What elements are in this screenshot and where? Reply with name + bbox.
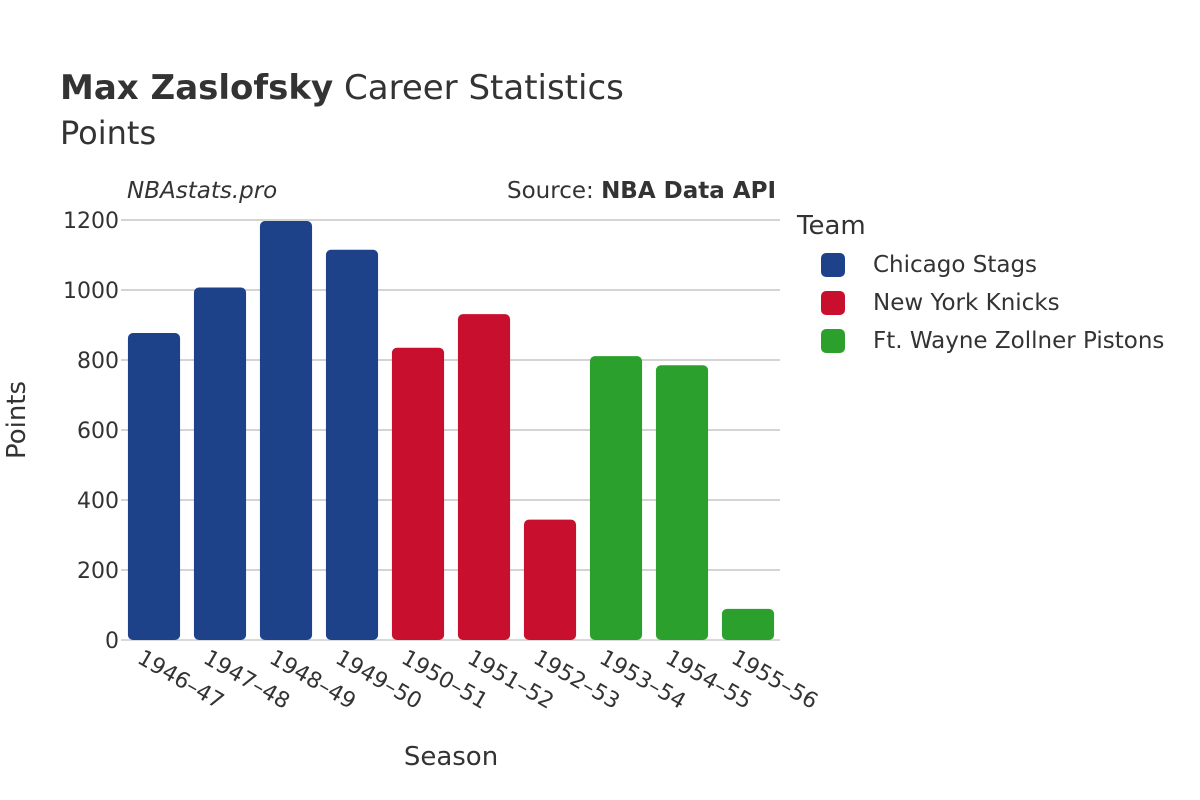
y-tick-label: 600: [77, 419, 119, 444]
legend-label: Ft. Wayne Zollner Pistons: [873, 328, 1165, 354]
bar[interactable]: [721, 608, 775, 640]
bar[interactable]: [655, 365, 709, 640]
y-tick-label: 400: [77, 489, 119, 514]
legend-item[interactable]: Chicago Stags: [797, 248, 1037, 286]
bar[interactable]: [127, 333, 181, 640]
chart-title: Max Zaslofsky Career Statistics: [60, 68, 624, 108]
source-label: Source:: [507, 178, 602, 204]
bar[interactable]: [457, 314, 511, 640]
y-axis-ticks: 0 200 400 600 800 1000 1200: [63, 209, 119, 654]
legend-label: New York Knicks: [873, 290, 1060, 316]
y-tick-label: 800: [77, 349, 119, 374]
legend-item[interactable]: Ft. Wayne Zollner Pistons: [797, 324, 1164, 362]
bar[interactable]: [523, 519, 577, 640]
source-value: NBA Data API: [601, 178, 776, 204]
bar[interactable]: [325, 249, 379, 640]
bar[interactable]: [391, 347, 445, 640]
legend-swatch: [821, 291, 845, 315]
title-rest: Career Statistics: [333, 68, 624, 108]
legend-swatch: [821, 253, 845, 277]
legend-swatch: [821, 329, 845, 353]
watermark: NBAstats.pro: [127, 178, 278, 204]
x-axis-label: Season: [403, 742, 499, 772]
legend-title: Team: [797, 211, 866, 241]
bar[interactable]: [589, 356, 643, 640]
legend-item[interactable]: New York Knicks: [797, 286, 1060, 324]
legend-items: Chicago Stags New York Knicks Ft. Wayne Zo…: [797, 248, 1164, 362]
chart-subtitle: Points: [60, 114, 157, 152]
y-tick-label: 200: [77, 559, 119, 584]
legend: Team Chicago Stags New York Knicks Ft. Way…: [797, 208, 1164, 362]
y-tick-label: 0: [105, 629, 119, 654]
bar[interactable]: [259, 221, 313, 641]
y-tick-label: 1000: [63, 279, 119, 304]
player-name: Max Zaslofsky: [60, 68, 334, 108]
y-axis-label: Points: [2, 380, 32, 460]
source-credit: Source: NBA Data API: [507, 178, 776, 204]
bars: [127, 221, 775, 641]
bar[interactable]: [193, 287, 247, 640]
x-axis-ticks: 1946–471947–481948–491949–501950–511951–…: [133, 646, 822, 715]
y-tick-label: 1200: [63, 209, 119, 234]
legend-label: Chicago Stags: [873, 252, 1038, 278]
